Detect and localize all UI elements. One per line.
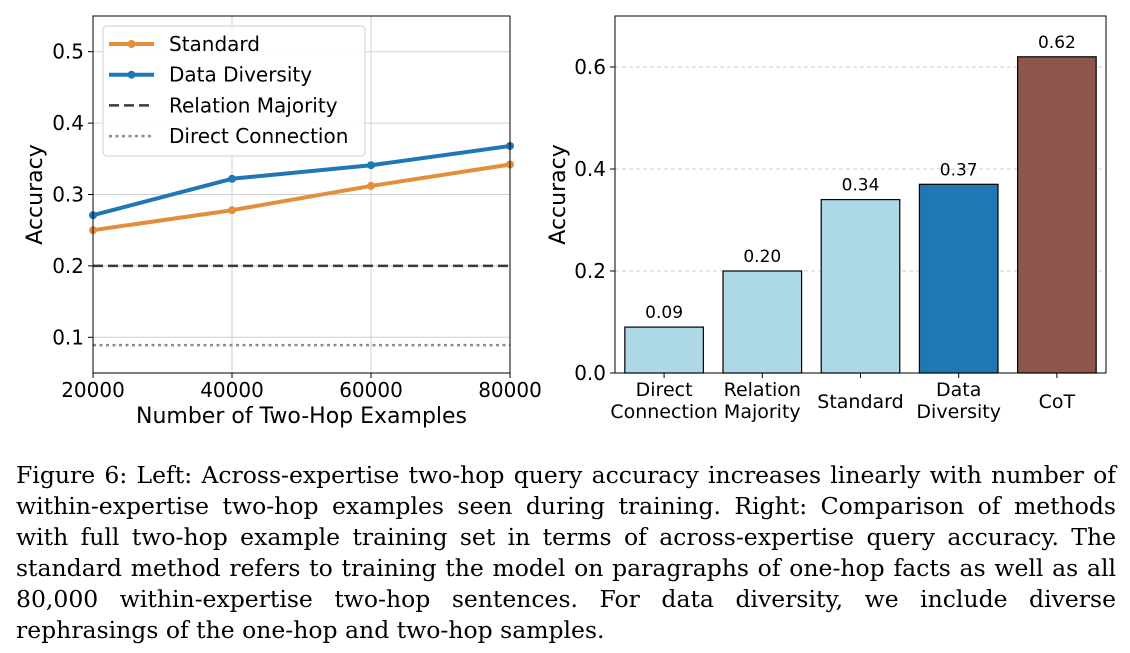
legend-marker <box>127 40 136 48</box>
bar-value-label: 0.20 <box>743 247 781 267</box>
x-category-label: Data <box>936 379 981 401</box>
x-category-label: Connection <box>610 401 718 423</box>
x-category-label: Majority <box>724 401 801 423</box>
legend-label: Relation Majority <box>169 93 338 117</box>
bar <box>1017 56 1097 374</box>
y-tick-label: 0.2 <box>52 254 84 278</box>
bar-value-label: 0.37 <box>940 160 978 180</box>
y-tick-label: 0.6 <box>574 55 606 79</box>
x-tick-label: 20000 <box>61 378 125 402</box>
y-tick-label: 0.3 <box>52 183 84 207</box>
legend-label: Standard <box>169 32 260 56</box>
bar-value-label: 0.09 <box>645 303 683 323</box>
y-tick-label: 0.4 <box>574 157 606 181</box>
x-category-label: Direct <box>636 379 693 401</box>
x-category-label: Diversity <box>916 401 1001 423</box>
bar <box>722 270 803 374</box>
x-tick-label: 40000 <box>200 378 264 402</box>
bar-value-label: 0.34 <box>842 176 880 196</box>
series-point <box>367 161 375 170</box>
x-category-label: Standard <box>817 391 903 413</box>
figure: 20000 40000 60000 80000 0.1 0.2 0.3 0.4 0.5 Numbe… <box>23 15 1107 429</box>
legend-box <box>102 25 366 157</box>
y-tick-label: 0.4 <box>52 111 84 135</box>
x-tick-label: 80000 <box>478 378 542 402</box>
y-tick-label: 0.5 <box>52 40 84 64</box>
y-axis-label: Accuracy <box>546 144 571 244</box>
series-point <box>228 174 236 183</box>
series-line-0 <box>92 162 511 233</box>
x-category-label: Relation <box>724 379 801 401</box>
x-tick-label: 60000 <box>339 378 403 402</box>
bar-value-label: 0.62 <box>1038 33 1076 53</box>
legend-label: Direct Connection <box>169 124 348 148</box>
y-tick-label: 0.0 <box>574 361 606 385</box>
x-category-label: CoT <box>1039 391 1076 413</box>
series-line-1 <box>92 143 511 218</box>
figure-caption: Figure 6: Left: Across-expertise two-hop… <box>16 461 1116 644</box>
legend: Standard Data Diversity Relation Majority D… <box>102 25 366 157</box>
series-point <box>228 206 236 215</box>
x-axis-label: Number of Two-Hop Examples <box>136 404 467 429</box>
bar <box>624 326 704 374</box>
y-axis-label: Accuracy <box>23 144 48 244</box>
plot-frame <box>614 15 1107 374</box>
series-point <box>367 181 375 190</box>
bar <box>820 199 901 374</box>
y-tick-label: 0.1 <box>52 325 84 349</box>
legend-label: Data Diversity <box>169 63 312 87</box>
legend-marker <box>127 70 136 79</box>
bar <box>918 183 999 374</box>
left-line-chart: 20000 40000 60000 80000 0.1 0.2 0.3 0.4 0.5 Numbe… <box>23 15 542 429</box>
y-tick-label: 0.2 <box>574 259 606 283</box>
